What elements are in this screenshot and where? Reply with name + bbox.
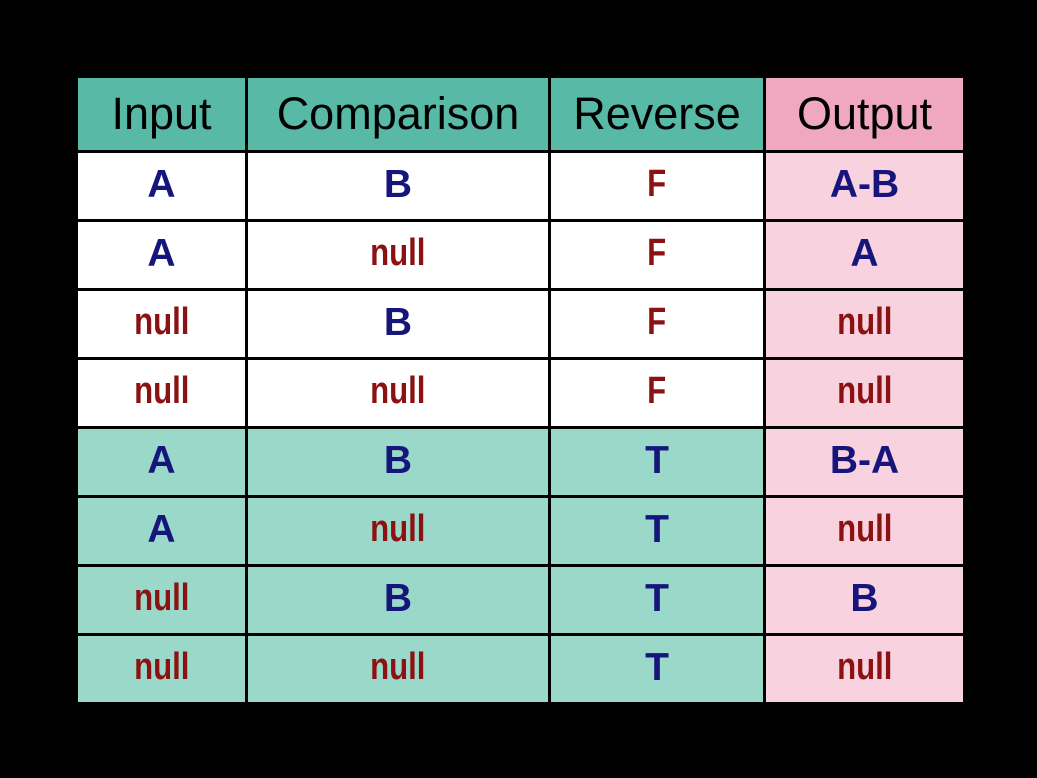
table-cell: T <box>548 633 766 705</box>
table-cell: null <box>763 495 966 567</box>
table-row: A null T null <box>75 495 966 567</box>
table-cell: T <box>548 495 766 567</box>
table-cell: null <box>245 219 551 291</box>
column-header-input: Input <box>75 75 248 153</box>
table-cell: A <box>75 219 248 291</box>
column-header-reverse: Reverse <box>548 75 766 153</box>
table-cell: B <box>245 564 551 636</box>
table-cell: T <box>548 426 766 498</box>
table-row: A B F A-B <box>75 150 966 222</box>
table-cell: null <box>763 357 966 429</box>
table-row: null null T null <box>75 633 966 705</box>
table-cell: F <box>548 357 766 429</box>
header-row: Input Comparison Reverse Output <box>75 75 966 153</box>
table-cell: B <box>245 150 551 222</box>
column-header-output: Output <box>763 75 966 153</box>
table-row: null null F null <box>75 357 966 429</box>
table-cell: F <box>548 288 766 360</box>
table-cell: null <box>245 495 551 567</box>
table-cell: null <box>763 288 966 360</box>
table-row: A B T B-A <box>75 426 966 498</box>
table-cell: B <box>245 426 551 498</box>
table-cell: T <box>548 564 766 636</box>
table-cell: A <box>75 495 248 567</box>
table-cell: B-A <box>763 426 966 498</box>
table-cell: null <box>763 633 966 705</box>
table-cell: A <box>75 150 248 222</box>
truth-table: Input Comparison Reverse Output A B F A-… <box>75 75 966 705</box>
table-cell: A-B <box>763 150 966 222</box>
table-cell: null <box>75 564 248 636</box>
table-cell: null <box>75 633 248 705</box>
column-header-comparison: Comparison <box>245 75 551 153</box>
table-cell: A <box>763 219 966 291</box>
table-cell: B <box>763 564 966 636</box>
table-cell: null <box>245 633 551 705</box>
table-cell: B <box>245 288 551 360</box>
table-cell: null <box>75 288 248 360</box>
table-cell: null <box>245 357 551 429</box>
table-row: null B F null <box>75 288 966 360</box>
table-row: null B T B <box>75 564 966 636</box>
table-row: A null F A <box>75 219 966 291</box>
table-cell: A <box>75 426 248 498</box>
table-cell: F <box>548 219 766 291</box>
table-cell: F <box>548 150 766 222</box>
table-cell: null <box>75 357 248 429</box>
